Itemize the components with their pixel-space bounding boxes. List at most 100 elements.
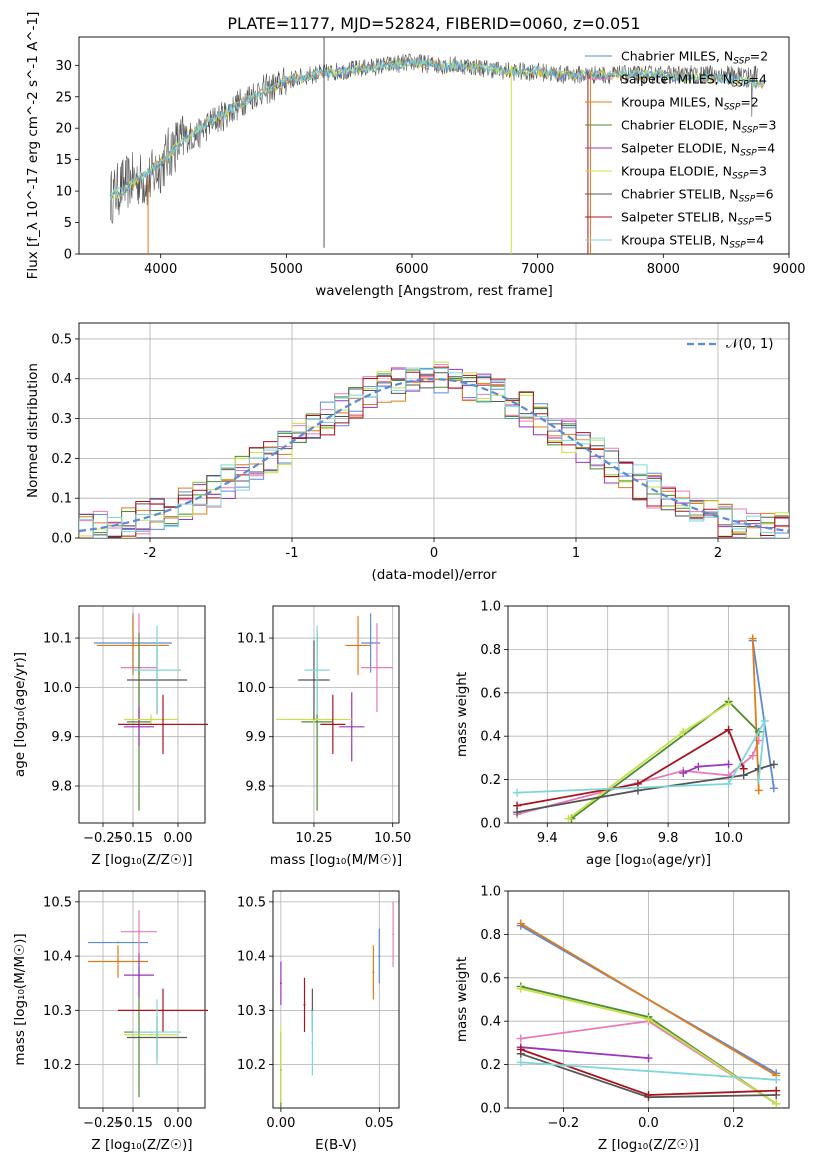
x-tick-label: −0.25 bbox=[83, 831, 123, 846]
data-point bbox=[150, 1033, 152, 1036]
y-tick-label: 25 bbox=[55, 90, 72, 105]
data-point bbox=[117, 960, 119, 963]
series-marker bbox=[772, 1099, 781, 1108]
x-tick-label: −0.25 bbox=[83, 1116, 123, 1131]
y-tick-label: 10.3 bbox=[237, 1004, 266, 1019]
series-marker bbox=[772, 1086, 781, 1095]
data-point bbox=[369, 641, 372, 644]
series-marker bbox=[644, 1054, 653, 1063]
axes-frame bbox=[507, 890, 790, 1109]
y-tick-label: 10.1 bbox=[43, 632, 72, 647]
y-tick-label: 9.9 bbox=[51, 730, 72, 745]
x-tick-label: 5000 bbox=[270, 262, 303, 277]
axes-frame bbox=[78, 605, 206, 824]
x-axis-label: Z [log₁₀(Z/Z☉)] bbox=[91, 852, 192, 868]
data-point bbox=[350, 725, 353, 728]
series-line bbox=[570, 700, 760, 820]
series-marker bbox=[694, 762, 703, 771]
mass-age-panel: 10.25 10.50 9.8 9.9 10.0 10.1 mass [log₁₀(M/M☉… bbox=[237, 605, 411, 868]
y-tick-label: 10.4 bbox=[237, 950, 266, 965]
y-tick-label: 0.5 bbox=[51, 332, 72, 347]
series-marker bbox=[724, 699, 733, 708]
series-line bbox=[520, 1046, 649, 1059]
legend-label: Kroupa STELIB, NSSP=4 bbox=[621, 233, 764, 251]
ebv-mass-panel: 0.00 0.05 10.2 10.3 10.4 10.5 E(B-V) bbox=[237, 890, 400, 1153]
y-tick-label: 10.5 bbox=[43, 895, 72, 910]
axes-frame bbox=[78, 36, 790, 255]
y-tick-label: 10.5 bbox=[237, 895, 266, 910]
y-tick-label: 0.2 bbox=[51, 452, 72, 467]
y-tick-label: 0.4 bbox=[480, 730, 501, 745]
y-tick-label: 10.0 bbox=[237, 681, 266, 696]
series-marker bbox=[769, 760, 778, 769]
y-tick-label: 9.8 bbox=[51, 780, 72, 795]
series-marker bbox=[516, 1058, 525, 1067]
data-point bbox=[162, 723, 164, 726]
series-marker bbox=[516, 919, 525, 928]
series-marker bbox=[516, 1045, 525, 1054]
series-marker bbox=[739, 764, 748, 773]
legend-label: Kroupa ELODIE, NSSP=3 bbox=[621, 164, 767, 182]
series-marker bbox=[513, 788, 522, 797]
legend-label: Chabrier STELIB, NSSP=6 bbox=[621, 187, 774, 205]
axes-frame bbox=[507, 605, 790, 824]
data-point bbox=[279, 982, 282, 985]
series-line bbox=[516, 728, 745, 807]
spectrum-panel: 4000 5000 6000 7000 8000 9000 0 5 10 15 20 25 30 wave… bbox=[25, 12, 806, 299]
y-tick-label: 0.2 bbox=[480, 773, 501, 788]
data-point bbox=[156, 669, 158, 672]
data-point bbox=[312, 678, 315, 681]
y-axis-label: mass weight bbox=[454, 672, 470, 757]
legend-label: Salpeter MILES, NSSP=4 bbox=[621, 72, 767, 90]
x-tick-label: 1 bbox=[572, 546, 580, 561]
residuals-panel: -2 -1 0 1 2 0.0 0.1 0.2 0.3 0.4 0.5 (data-model)/er… bbox=[25, 322, 790, 583]
x-tick-label: 0.05 bbox=[365, 1116, 394, 1131]
y-tick-label: 10.0 bbox=[43, 681, 72, 696]
y-tick-label: 30 bbox=[55, 59, 72, 74]
data-point bbox=[392, 933, 395, 936]
y-axis-label: Normed distribution bbox=[25, 363, 41, 498]
y-tick-label: 0 bbox=[64, 248, 72, 263]
x-tick-label: 0.0 bbox=[638, 1116, 659, 1131]
data-point bbox=[156, 1031, 158, 1034]
data-point bbox=[372, 971, 375, 974]
series-marker bbox=[516, 1034, 525, 1043]
series-line bbox=[751, 638, 760, 791]
series-line bbox=[517, 720, 766, 794]
data-point bbox=[375, 666, 378, 669]
series-marker bbox=[564, 814, 573, 823]
data-point bbox=[303, 1003, 306, 1006]
x-tick-label: 9.4 bbox=[537, 831, 558, 846]
z-age-panel: −0.25−0.15 0.00 9.8 9.9 10.0 10.1 Z [log₁₀(Z/Z… bbox=[12, 605, 208, 868]
series-marker bbox=[748, 751, 757, 760]
x-tick-label: 9.8 bbox=[658, 831, 679, 846]
series-marker bbox=[724, 725, 733, 734]
x-tick-label: 7000 bbox=[521, 262, 554, 277]
x-axis-label: mass [log₁₀(M/M☉)] bbox=[270, 852, 402, 868]
data-point bbox=[331, 723, 334, 726]
y-tick-label: 0.0 bbox=[51, 532, 72, 547]
series-marker bbox=[760, 717, 769, 726]
series-marker bbox=[513, 801, 522, 810]
data-point bbox=[132, 644, 134, 647]
x-tick-label: -1 bbox=[286, 546, 299, 561]
series-marker bbox=[748, 634, 757, 643]
legend-label: Kroupa MILES, NSSP=2 bbox=[621, 95, 759, 113]
y-tick-label: 20 bbox=[55, 122, 72, 137]
series-marker bbox=[754, 775, 763, 784]
series-marker bbox=[772, 1075, 781, 1084]
y-tick-label: 0.0 bbox=[480, 817, 501, 832]
data-point bbox=[117, 941, 119, 944]
data-point bbox=[357, 644, 360, 647]
series-marker bbox=[724, 760, 733, 769]
y-tick-label: 9.8 bbox=[245, 780, 266, 795]
data-point bbox=[279, 1063, 282, 1066]
y-tick-label: 10.1 bbox=[237, 632, 266, 647]
x-axis-label: (data-model)/error bbox=[371, 567, 497, 583]
x-axis-label: wavelength [Angstrom, rest frame] bbox=[315, 283, 553, 299]
x-tick-label: 10.0 bbox=[714, 831, 743, 846]
y-tick-label: 0.1 bbox=[51, 492, 72, 507]
y-tick-label: 0.0 bbox=[480, 1102, 501, 1117]
y-axis-label: mass weight bbox=[454, 957, 470, 1042]
